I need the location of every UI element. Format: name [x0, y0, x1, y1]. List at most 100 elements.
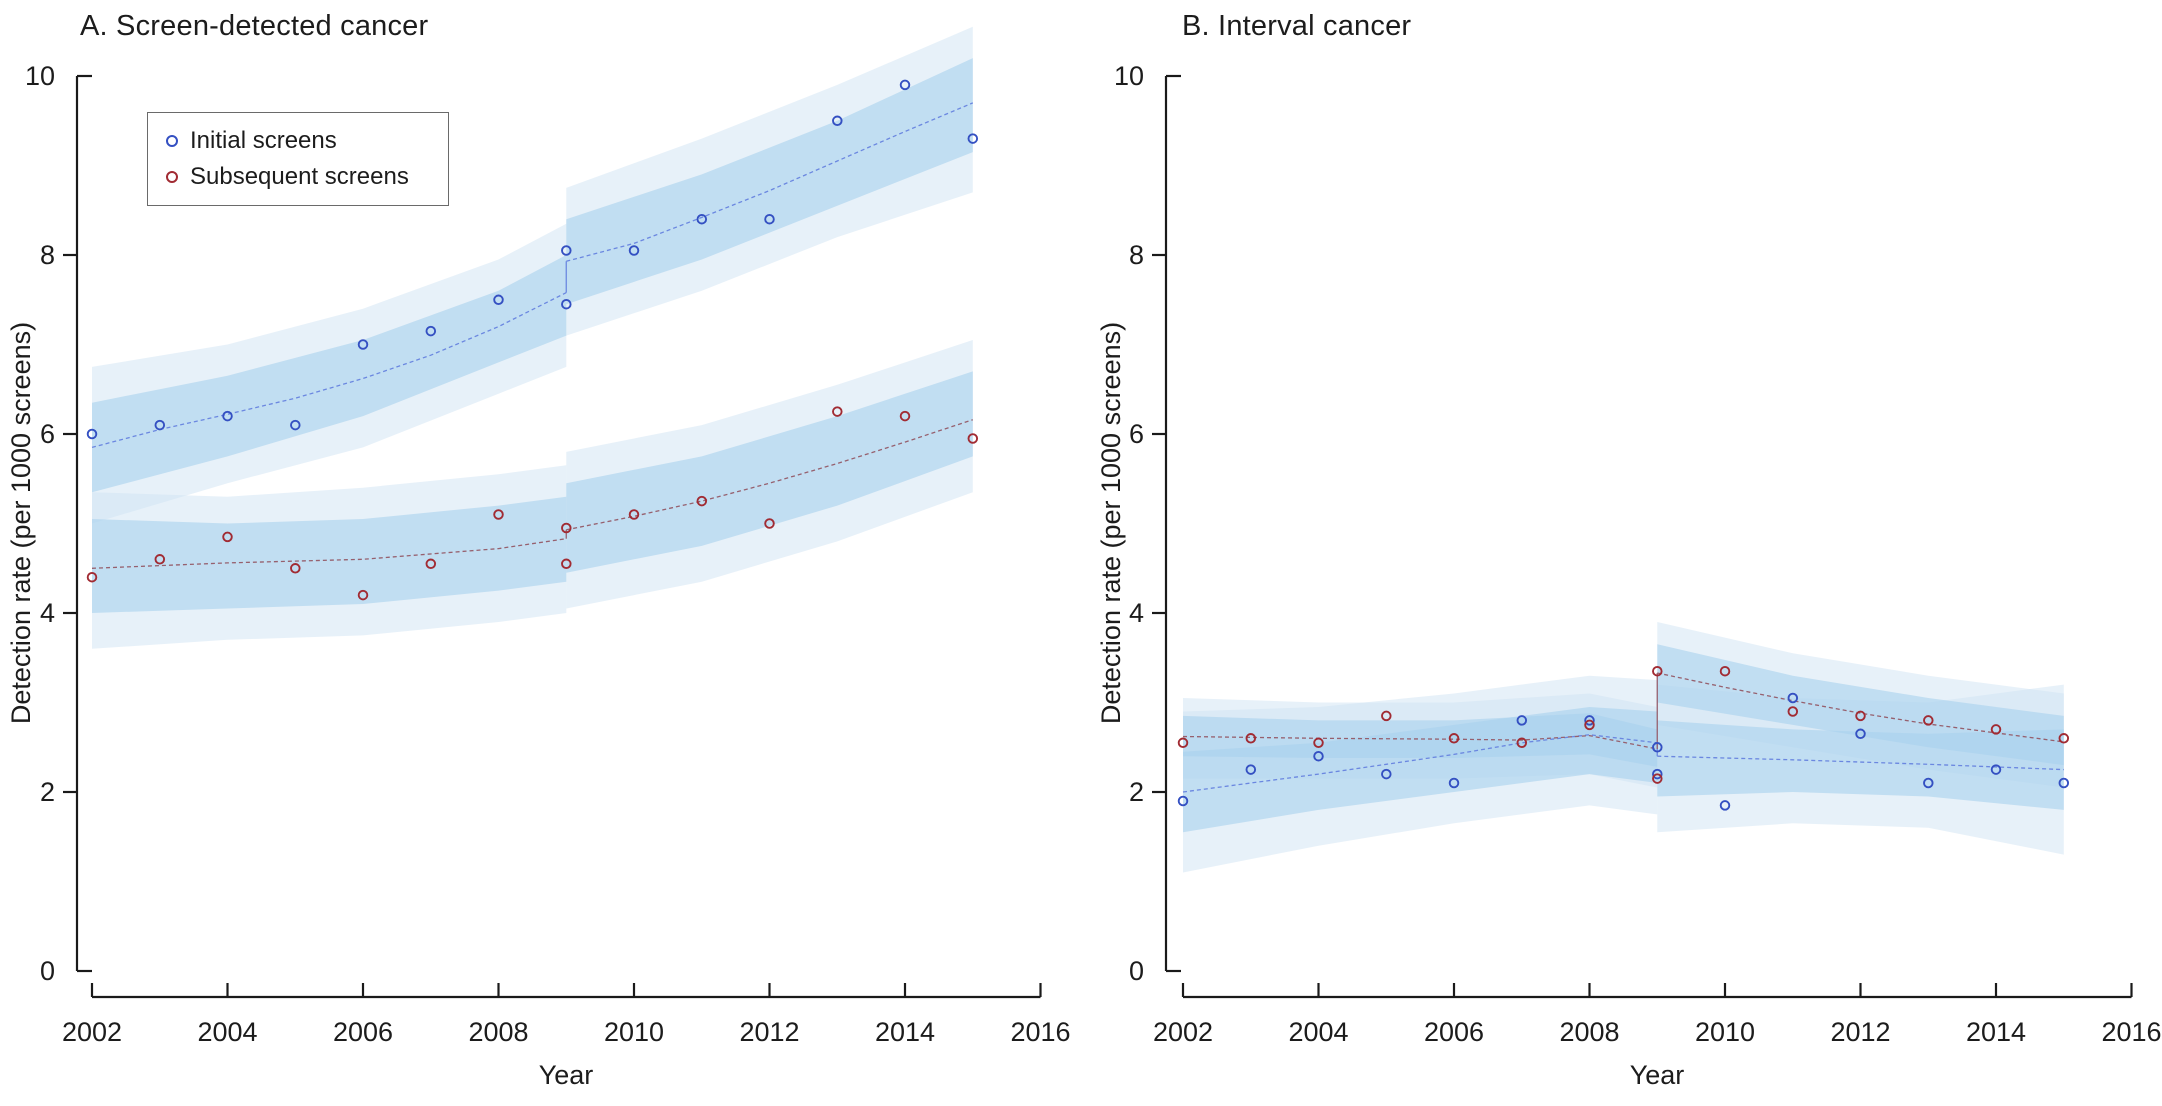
y-tick-label: 4	[1129, 598, 1144, 628]
data-point-subsequent	[1787, 706, 1799, 717]
data-point-subsequent	[2058, 733, 2070, 744]
x-tick-label: 2016	[2101, 1017, 2161, 1047]
x-tick-label: 2008	[468, 1017, 528, 1047]
data-point-subsequent	[1652, 773, 1663, 784]
data-point-initial	[357, 339, 369, 350]
x-tick-label: 2002	[62, 1017, 122, 1047]
data-point-initial	[1584, 715, 1595, 726]
data-point-subsequent	[290, 563, 301, 574]
panel-a-x-axis-label: Year	[538, 1060, 594, 1090]
data-point-subsequent	[1516, 737, 1528, 749]
y-tick-label: 0	[1129, 956, 1144, 986]
x-tick-label: 2014	[875, 1017, 935, 1047]
subsequent-screens-marker-icon	[166, 171, 178, 183]
confidence-inner-band-subsequent-post	[1657, 644, 2064, 766]
confidence-inner-band-initial-pre	[92, 255, 567, 493]
y-axis: 0 2 4 6 8 10	[25, 61, 92, 986]
y-tick-label: 6	[40, 419, 55, 449]
x-axis: 2002 2004 2006 2008 2010 2012 2014 2016	[1153, 983, 2162, 1047]
data-point-initial	[1787, 692, 1799, 704]
data-point-subsequent	[628, 509, 640, 520]
x-tick-label: 2004	[1288, 1017, 1348, 1047]
confidence-inner-band-initial-post	[566, 58, 973, 305]
data-point-subsequent	[561, 522, 572, 534]
data-point-initial	[2058, 777, 2070, 789]
x-tick-label: 2002	[1153, 1017, 1213, 1047]
data-point-initial	[493, 294, 504, 306]
data-point-initial	[1855, 728, 1866, 740]
y-tick-label: 0	[40, 956, 55, 986]
data-point-subsequent	[1448, 733, 1460, 744]
x-tick-label: 2010	[1695, 1017, 1755, 1047]
data-point-initial	[967, 133, 979, 144]
data-point-subsequent	[1855, 710, 1866, 722]
data-point-subsequent	[154, 554, 166, 565]
data-point-subsequent	[86, 571, 98, 583]
data-point-initial	[154, 419, 166, 431]
panel-b-y-axis-label: Detection rate (per 1000 screens)	[1096, 321, 1126, 725]
data-point-initial	[1719, 800, 1731, 811]
panel-a-y-axis-label: Detection rate (per 1000 screens)	[6, 321, 36, 725]
data-point-subsequent	[222, 531, 233, 543]
y-tick-label: 6	[1129, 419, 1144, 449]
data-point-subsequent	[561, 558, 572, 570]
legend-label-initial: Initial screens	[190, 127, 337, 154]
data-point-initial	[1652, 742, 1663, 753]
data-point-initial	[561, 245, 572, 256]
trend-line-subsequent-post	[566, 419, 974, 531]
y-tick-label: 8	[40, 240, 55, 270]
data-point-subsequent	[1923, 715, 1934, 726]
data-point-subsequent	[1652, 665, 1663, 677]
data-point-initial	[1313, 750, 1324, 762]
panel-a: 0 2 4 6 8 10 2002 2004 2006 2008 2010 2012 2014 2016	[25, 26, 1071, 1047]
panel-a-title: A. Screen-detected cancer	[80, 10, 429, 42]
data-point-initial	[425, 325, 437, 337]
data-point-initial	[290, 419, 301, 431]
data-point-subsequent	[493, 509, 504, 520]
y-tick-label: 10	[25, 61, 55, 91]
legend: Initial screens Subsequent screens	[147, 112, 449, 206]
data-point-initial	[832, 115, 843, 127]
x-tick-label: 2004	[197, 1017, 257, 1047]
data-point-subsequent	[1177, 737, 1189, 749]
data-point-initial	[764, 213, 775, 225]
data-point-subsequent	[967, 433, 979, 444]
data-point-initial	[1516, 715, 1528, 726]
data-point-initial	[1990, 764, 2002, 775]
data-point-subsequent	[899, 410, 911, 422]
panel-b-title: B. Interval cancer	[1182, 10, 1412, 42]
x-tick-label: 2014	[1966, 1017, 2026, 1047]
data-point-subsequent	[1719, 665, 1731, 677]
x-tick-label: 2012	[739, 1017, 799, 1047]
x-tick-label: 2012	[1830, 1017, 1890, 1047]
x-tick-label: 2006	[1424, 1017, 1484, 1047]
x-tick-label: 2016	[1010, 1017, 1070, 1047]
data-point-initial	[561, 298, 572, 310]
data-point-initial	[1448, 777, 1460, 789]
panel-b-x-axis-label: Year	[1629, 1060, 1685, 1090]
data-point-initial	[1923, 777, 1934, 789]
data-point-initial	[899, 79, 911, 91]
x-tick-label: 2006	[333, 1017, 393, 1047]
trend-line-initial-post	[1657, 755, 2064, 771]
data-point-initial	[222, 410, 233, 422]
legend-label-subsequent: Subsequent screens	[190, 163, 409, 190]
data-point-initial	[1652, 768, 1663, 780]
x-axis: 2002 2004 2006 2008 2010 2012 2014 2016	[62, 983, 1071, 1047]
initial-screens-marker-icon	[166, 135, 178, 147]
data-point-subsequent	[696, 495, 708, 507]
data-point-subsequent	[1990, 724, 2002, 735]
data-point-subsequent	[1381, 710, 1392, 722]
data-point-subsequent	[1245, 733, 1257, 744]
legend-item-subsequent: Subsequent screens	[166, 163, 448, 191]
y-tick-label: 10	[1114, 61, 1144, 91]
trend-line-subsequent-pre	[1182, 734, 1658, 750]
confidence-inner-band-subsequent-pre	[1183, 713, 1658, 767]
data-point-subsequent	[832, 406, 843, 417]
legend-item-initial: Initial screens	[166, 127, 448, 155]
data-point-initial	[628, 245, 640, 256]
y-axis: 0 2 4 6 8 10	[1114, 61, 1181, 986]
trend-line-subsequent-pre	[91, 538, 567, 569]
data-point-subsequent	[357, 589, 369, 601]
